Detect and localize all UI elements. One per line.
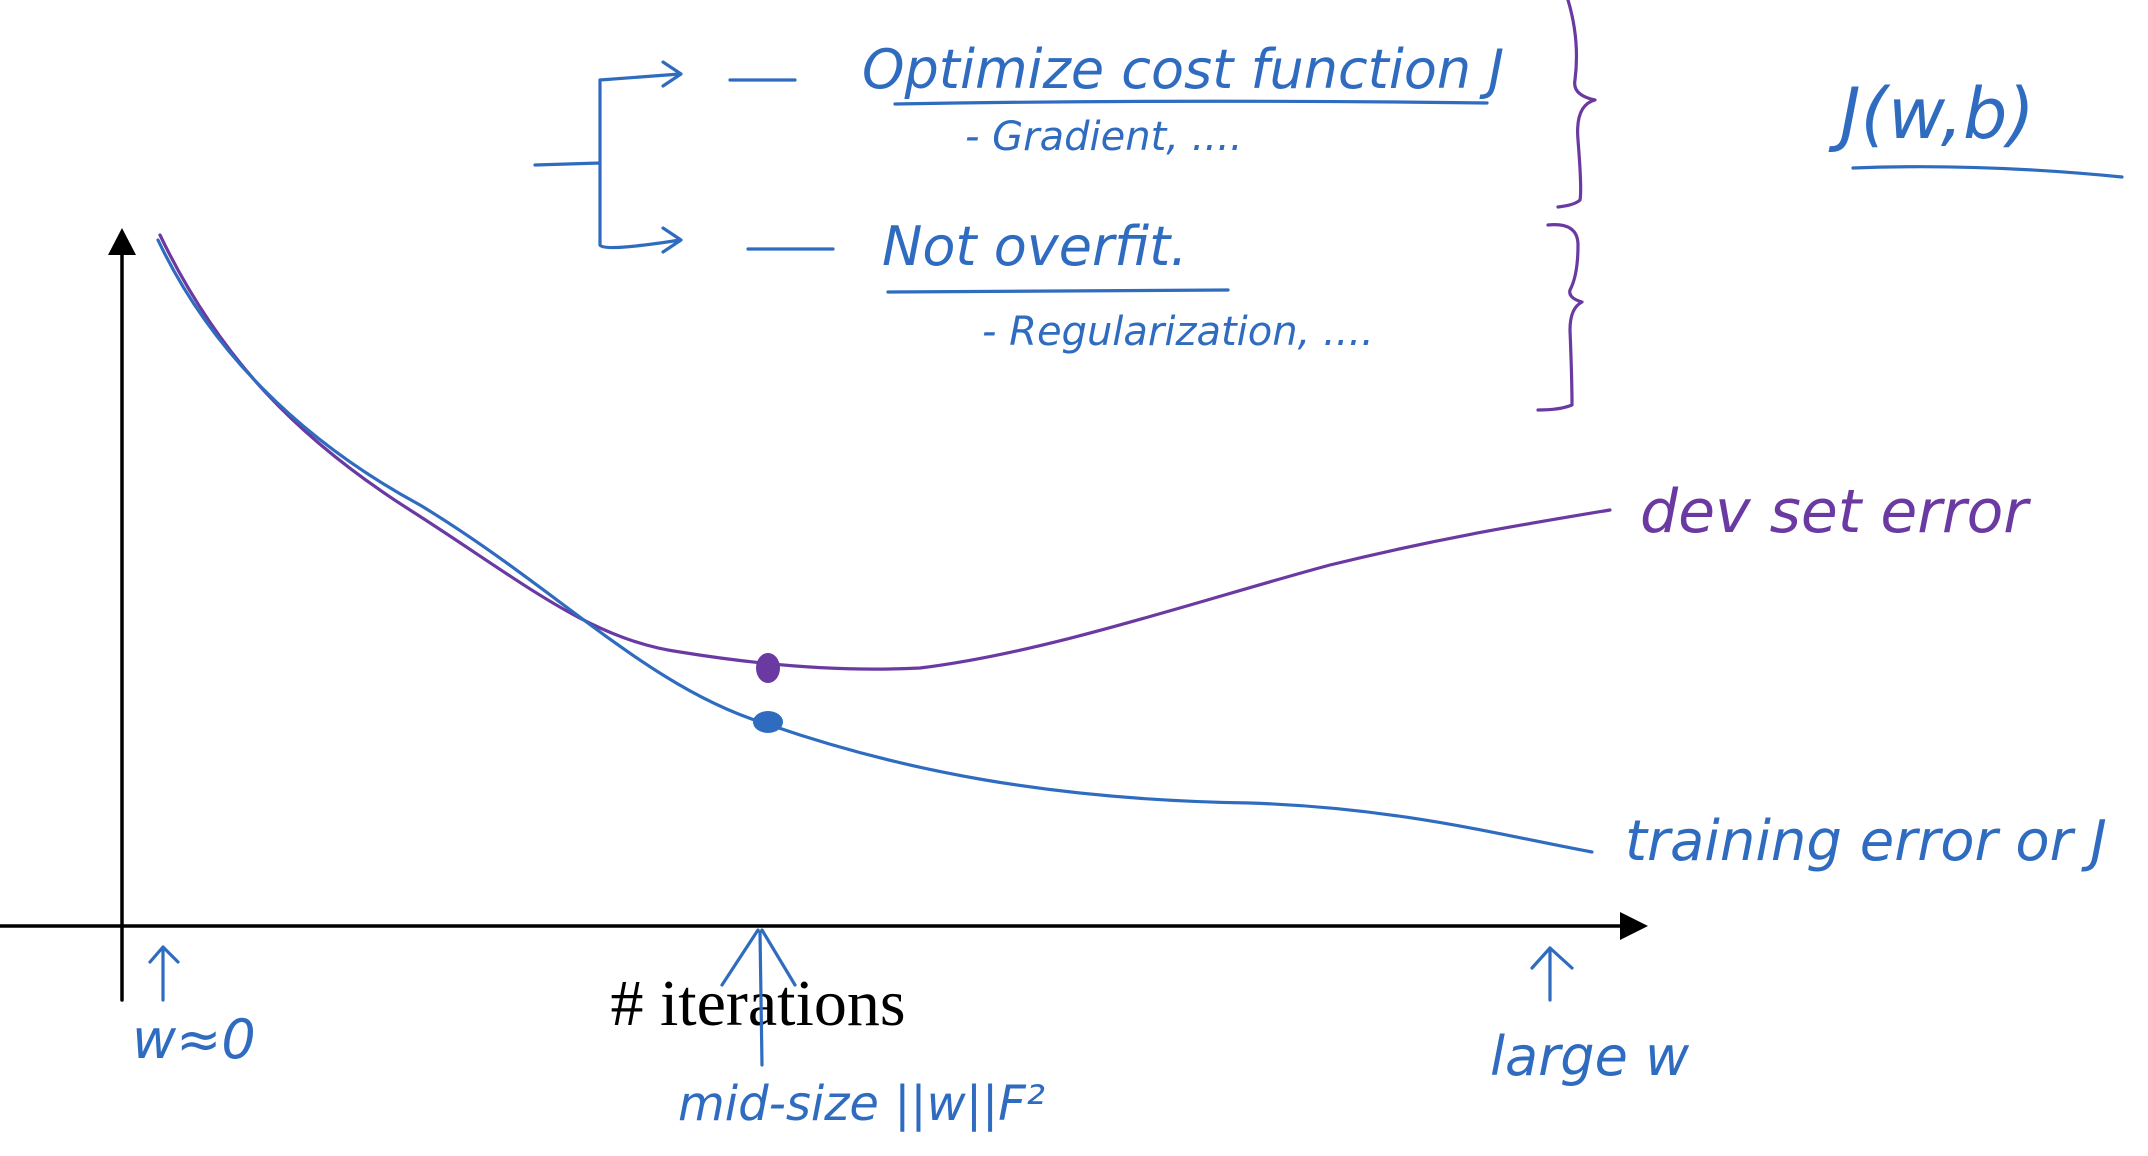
item2-underline bbox=[886, 288, 1230, 294]
middle-annotation: mid-size ||w||F² bbox=[678, 1076, 1045, 1132]
axes: # iterations bbox=[0, 228, 1648, 1040]
item1-detail: - Gradient, .... bbox=[965, 114, 1243, 160]
dev-error-curve bbox=[158, 233, 1612, 671]
right-brace-1 bbox=[1556, 0, 1597, 209]
end-annotation: large w bbox=[1490, 1025, 1690, 1088]
train-error-curve bbox=[156, 238, 1594, 854]
train-error-point bbox=[753, 711, 783, 733]
curves bbox=[156, 233, 1612, 854]
item2-title: Not overfit. bbox=[882, 215, 1187, 278]
left-bracket bbox=[533, 72, 682, 250]
dev-error-minimum-point bbox=[756, 653, 780, 683]
dev-error-label: dev set error bbox=[1640, 477, 2031, 547]
arrow-head-1 bbox=[661, 60, 683, 88]
middle-arrow bbox=[720, 928, 797, 1067]
item2-detail: - Regularization, .... bbox=[982, 309, 1374, 355]
start-annotation: w≈0 bbox=[132, 1008, 256, 1071]
arrow-head-2 bbox=[661, 226, 683, 254]
x-axis-arrowhead bbox=[1620, 912, 1648, 940]
cost-function-underline bbox=[1851, 165, 2124, 179]
start-arrow bbox=[148, 945, 180, 1002]
cost-function-label: J(w,b) bbox=[1828, 73, 2035, 155]
annotations: w≈0 mid-size ||w||F² large w bbox=[132, 928, 1690, 1132]
item1-underline bbox=[893, 99, 1489, 106]
y-axis-arrowhead bbox=[108, 228, 136, 255]
end-arrow bbox=[1530, 946, 1574, 1002]
train-error-label: training error or J bbox=[1625, 809, 2107, 874]
x-axis-label: # iterations bbox=[610, 967, 905, 1040]
notes-block: Optimize cost function J - Gradient, ...… bbox=[533, 0, 2124, 412]
item1-title: Optimize cost function J bbox=[862, 38, 1504, 101]
right-brace-2 bbox=[1536, 223, 1584, 412]
